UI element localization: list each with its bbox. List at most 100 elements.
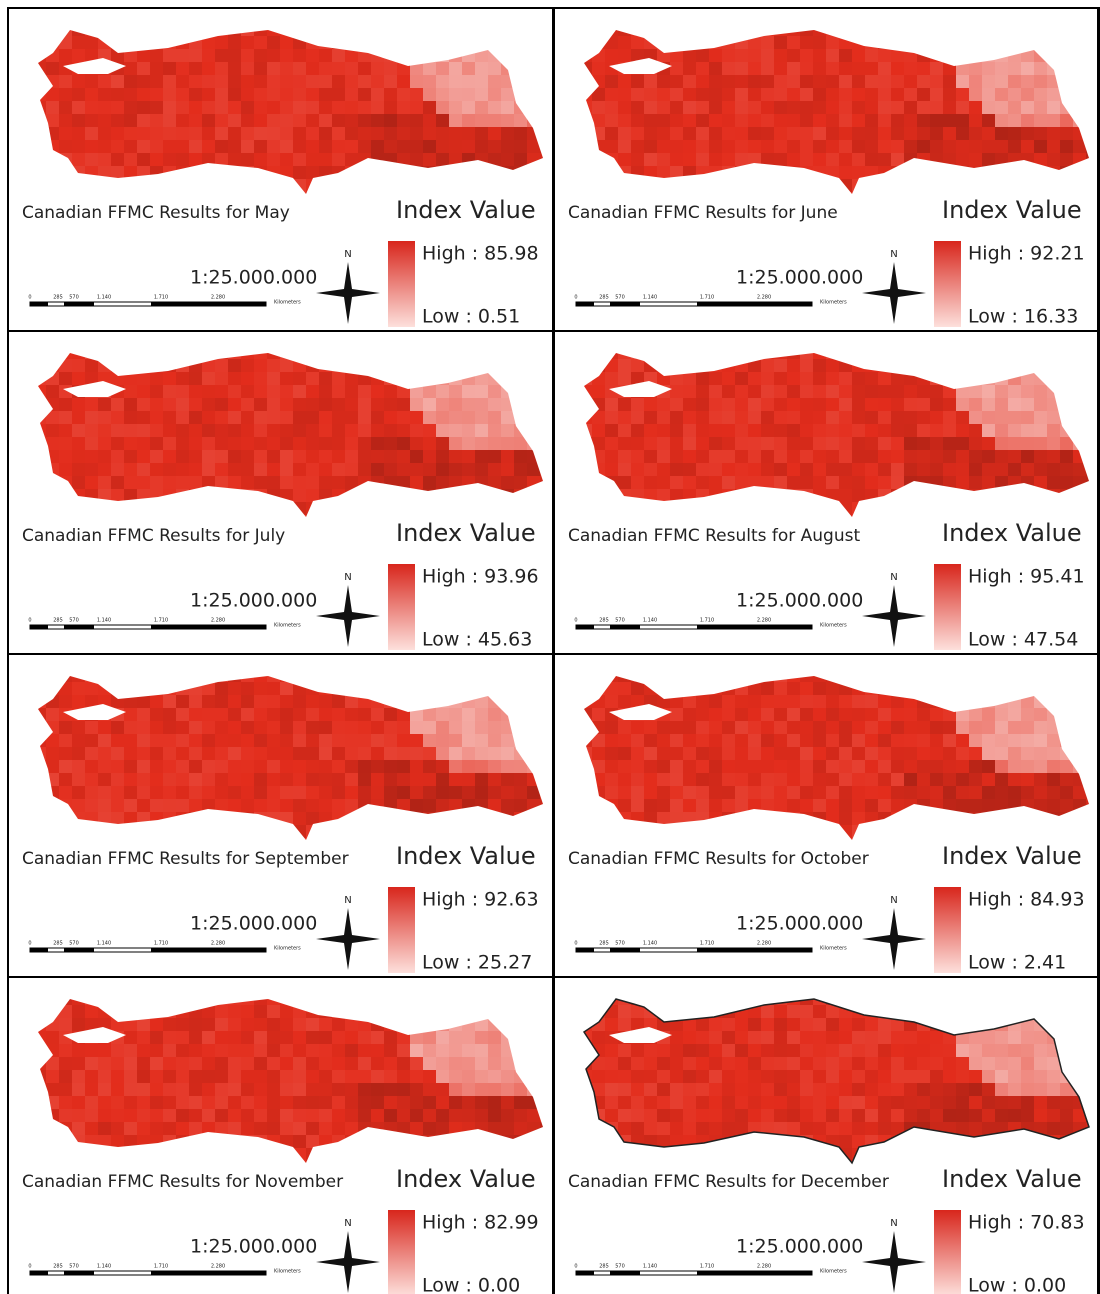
map-cell — [163, 36, 176, 49]
map-cell — [1008, 140, 1021, 153]
map-cell — [683, 669, 696, 682]
map-cell — [358, 721, 371, 734]
map-cell — [319, 825, 332, 838]
map-cell — [748, 1044, 761, 1057]
map-cell — [124, 489, 137, 502]
map-cell — [98, 450, 111, 463]
map-cell — [748, 695, 761, 708]
map-cell — [1060, 398, 1073, 411]
map-cell — [488, 88, 501, 101]
map-cell — [462, 1018, 475, 1031]
map-cell — [618, 424, 631, 437]
map-cell — [449, 1070, 462, 1083]
map-cell — [865, 127, 878, 140]
map-cell — [241, 1031, 254, 1044]
map-cell — [930, 786, 943, 799]
map-cell — [436, 825, 449, 838]
map-cell — [436, 1070, 449, 1083]
map-cell — [254, 825, 267, 838]
legend-title: Index Value — [396, 1165, 536, 1193]
map-cell — [722, 695, 735, 708]
map-cell — [826, 669, 839, 682]
map-cell — [748, 127, 761, 140]
map-cell — [813, 786, 826, 799]
map-cell — [280, 502, 293, 515]
map-cell — [709, 49, 722, 62]
map-cell — [605, 75, 618, 88]
map-cell — [605, 398, 618, 411]
map-cell — [254, 179, 267, 192]
map-cell — [436, 502, 449, 515]
map-cell — [332, 1044, 345, 1057]
map-cell — [891, 1044, 904, 1057]
map-cell — [579, 88, 592, 101]
map-cell — [787, 1096, 800, 1109]
map-cell — [761, 437, 774, 450]
map-cell — [735, 127, 748, 140]
map-cell — [111, 372, 124, 385]
map-cell — [137, 140, 150, 153]
map-cell — [1047, 502, 1060, 515]
legend-low: Low : 0.00 — [968, 1275, 1066, 1294]
map-cell — [358, 62, 371, 75]
map-cell — [683, 992, 696, 1005]
map-cell — [228, 424, 241, 437]
map-cell — [930, 36, 943, 49]
map-cell — [267, 1057, 280, 1070]
map-cell — [774, 36, 787, 49]
map-cell — [943, 36, 956, 49]
map-cell — [1008, 62, 1021, 75]
map-cell — [631, 773, 644, 786]
map-cell — [449, 1096, 462, 1109]
map-cell — [943, 786, 956, 799]
map-panel: Canadian FFMC Results for JulyIndex Valu… — [8, 331, 553, 654]
map-cell — [176, 695, 189, 708]
map-cell — [228, 1018, 241, 1031]
map-cell — [85, 476, 98, 489]
map-cell — [943, 1044, 956, 1057]
map-cell — [397, 734, 410, 747]
map-cell — [202, 127, 215, 140]
map-cell — [1021, 450, 1034, 463]
map-cell — [306, 463, 319, 476]
map-cell — [371, 786, 384, 799]
map-cell — [982, 36, 995, 49]
map-cell — [800, 49, 813, 62]
map-cell — [332, 1122, 345, 1135]
map-cell — [670, 825, 683, 838]
map-cell — [878, 1057, 891, 1070]
map-cell — [280, 476, 293, 489]
map-cell — [917, 786, 930, 799]
map-cell — [202, 36, 215, 49]
map-cell — [618, 1018, 631, 1031]
map-cell — [1060, 23, 1073, 36]
map-cell — [384, 411, 397, 424]
map-cell — [202, 1148, 215, 1161]
map-cell — [449, 695, 462, 708]
map-cell — [722, 62, 735, 75]
map-cell — [683, 476, 696, 489]
map-cell — [813, 1044, 826, 1057]
map-cell — [189, 101, 202, 114]
map-cell — [943, 992, 956, 1005]
map-cell — [527, 101, 540, 114]
map-cell — [33, 786, 46, 799]
map-cell — [163, 734, 176, 747]
map-cell — [72, 476, 85, 489]
scale-segment — [697, 948, 812, 952]
map-cell — [202, 1018, 215, 1031]
scale-unit: Kilometers — [820, 623, 847, 629]
map-cell — [800, 812, 813, 825]
map-cell — [683, 359, 696, 372]
map-cell — [644, 682, 657, 695]
scale-label: 285 — [599, 941, 609, 947]
map-cell — [384, 36, 397, 49]
map-cell — [761, 1083, 774, 1096]
map-cell — [683, 489, 696, 502]
map-cell — [891, 1057, 904, 1070]
map-cell — [969, 1122, 982, 1135]
scale-label: 2.280 — [757, 1264, 771, 1270]
map-cell — [1034, 1031, 1047, 1044]
map-cell — [904, 786, 917, 799]
map-cell — [631, 140, 644, 153]
